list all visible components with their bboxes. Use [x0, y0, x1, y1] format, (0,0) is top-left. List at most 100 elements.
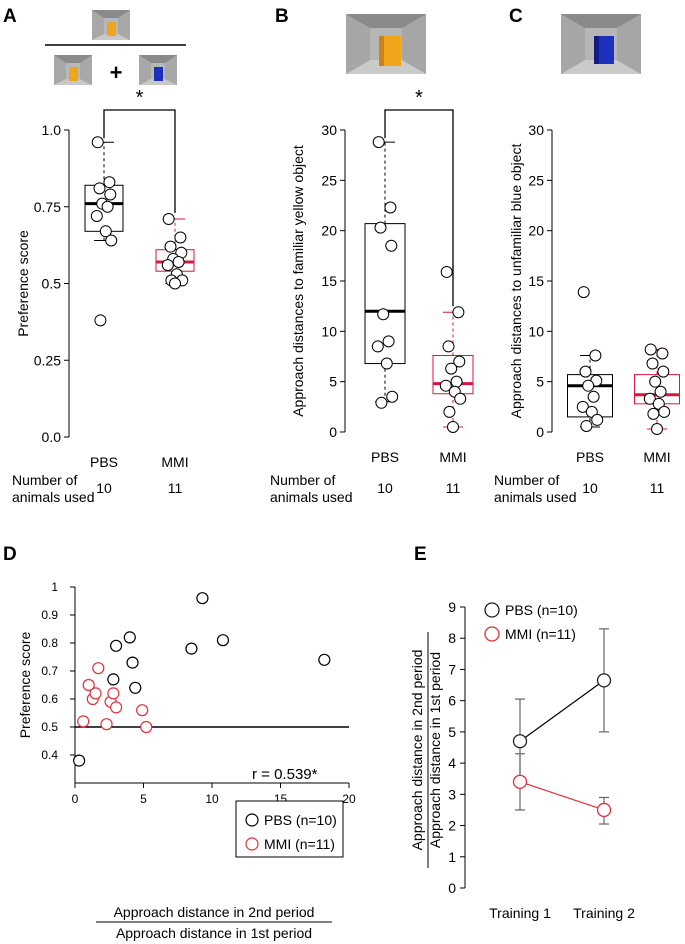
pbs-data-point — [126, 656, 139, 669]
y-tick-label: 0 — [329, 424, 337, 440]
y-tick-label: 7 — [448, 661, 456, 677]
data-point — [512, 774, 528, 789]
data-point — [161, 259, 174, 272]
animals-count-pbs: 10 — [582, 480, 598, 496]
y-tick-label: 10 — [528, 323, 544, 339]
animals-used-c: Number of animals used 10 11 — [494, 472, 664, 505]
significance-bracket — [384, 109, 454, 307]
data-point — [104, 188, 117, 201]
y-tick-label: 15 — [321, 273, 337, 289]
data-point — [646, 357, 659, 370]
data-point — [647, 407, 660, 420]
data-point — [658, 405, 671, 418]
pbs-box-group — [567, 286, 613, 432]
pbs-data-point — [109, 639, 123, 652]
data-point — [380, 357, 393, 370]
mmi-data-point — [100, 718, 113, 731]
data-point — [445, 362, 458, 375]
arena-icon-b — [346, 14, 426, 74]
data-point — [591, 413, 604, 426]
pbs-data-point — [129, 681, 142, 694]
data-point — [453, 355, 466, 368]
x-axis-label-denominator: Approach distance in 1st period — [116, 925, 312, 941]
line-panel-e: 0 1 2 3 4 5 6 7 8 9 Training 1 Training 2 Approach d… — [409, 599, 635, 921]
pbs-data-point — [318, 653, 331, 666]
data-point — [651, 422, 663, 435]
data-point — [643, 392, 656, 405]
pbs-data-point — [185, 642, 198, 655]
y-tick-label: 0 — [448, 880, 456, 896]
y-tick-label: 0 — [536, 424, 544, 440]
y-tick-label: 2 — [448, 818, 456, 834]
arena-icon-c — [561, 14, 641, 74]
data-point — [454, 392, 467, 405]
data-point — [656, 347, 669, 360]
data-point — [577, 286, 590, 299]
panel-letter-b: B — [275, 6, 289, 27]
panel-letter-e: E — [414, 544, 427, 565]
animals-count-mmi: 11 — [168, 480, 183, 496]
data-point — [442, 340, 455, 353]
x-tick-label-mmi: MMI — [439, 449, 466, 465]
y-tick-label: 6 — [448, 693, 456, 709]
legend-marker-mmi — [245, 837, 259, 851]
mmi-series — [512, 753, 612, 825]
plus-sign: + — [110, 60, 123, 85]
x-tick-label-pbs: PBS — [576, 449, 604, 465]
y-tick-label: 5 — [448, 724, 456, 740]
legend-marker-pbs — [245, 813, 259, 827]
legend-marker-mmi — [484, 626, 500, 642]
data-point — [589, 349, 602, 362]
mmi-box-group — [155, 213, 195, 290]
data-point — [101, 200, 114, 213]
yellow-object-icon — [107, 22, 116, 36]
mmi-data-point — [136, 704, 149, 717]
arena-icon-a-blue — [139, 55, 177, 85]
y-tick-label: 1.0 — [42, 122, 62, 138]
data-point — [386, 390, 399, 403]
x-tick-label-pbs: PBS — [371, 449, 399, 465]
y-tick-label: 25 — [528, 172, 544, 188]
series-line — [519, 679, 605, 742]
data-point — [450, 375, 463, 388]
boxplot-panel-a: 0.0 0.25 0.5 0.75 1.0 Preference score PBS MMI * — [15, 87, 195, 470]
data-point — [103, 176, 116, 189]
y-tick-label: 1 — [448, 849, 456, 865]
y-tick-label: 0.8 — [41, 636, 58, 650]
y-tick-label: 0.5 — [42, 276, 62, 292]
y-axis-label: Preference score — [15, 230, 31, 337]
data-point — [164, 240, 177, 253]
animals-count-pbs: 10 — [96, 480, 112, 496]
animals-label-line1: Number of — [494, 472, 559, 488]
pbs-data-point — [216, 634, 230, 647]
data-point — [105, 234, 118, 247]
y-tick-label: 4 — [448, 755, 456, 771]
animals-label-line2: animals used — [270, 489, 353, 505]
data-point — [174, 231, 187, 244]
data-point — [162, 213, 175, 226]
y-tick-label: 25 — [321, 172, 337, 188]
data-point — [91, 136, 104, 149]
arena-icon-a-top — [92, 10, 130, 40]
data-point — [596, 802, 612, 818]
pbs-box-group — [84, 136, 124, 327]
y-tick-label: 3 — [448, 786, 456, 802]
y-tick-label: 15 — [528, 273, 544, 289]
data-point — [93, 182, 106, 195]
blue-object-icon — [154, 67, 163, 81]
data-point — [649, 375, 662, 388]
data-point — [90, 209, 103, 222]
y-tick-label: 5 — [536, 374, 544, 390]
panel-letter-d: D — [3, 544, 17, 565]
data-point — [439, 379, 452, 392]
data-point — [385, 239, 398, 252]
y-tick-label: 20 — [528, 223, 544, 239]
mmi-data-point — [89, 687, 102, 700]
y-axis-label: Preference score — [17, 631, 33, 738]
data-point — [172, 256, 185, 269]
data-point — [443, 405, 456, 418]
animals-label-line1: Number of — [12, 472, 77, 488]
legend-label-mmi: MMI (n=11) — [505, 626, 576, 642]
legend-label-pbs: PBS (n=10) — [264, 812, 337, 828]
